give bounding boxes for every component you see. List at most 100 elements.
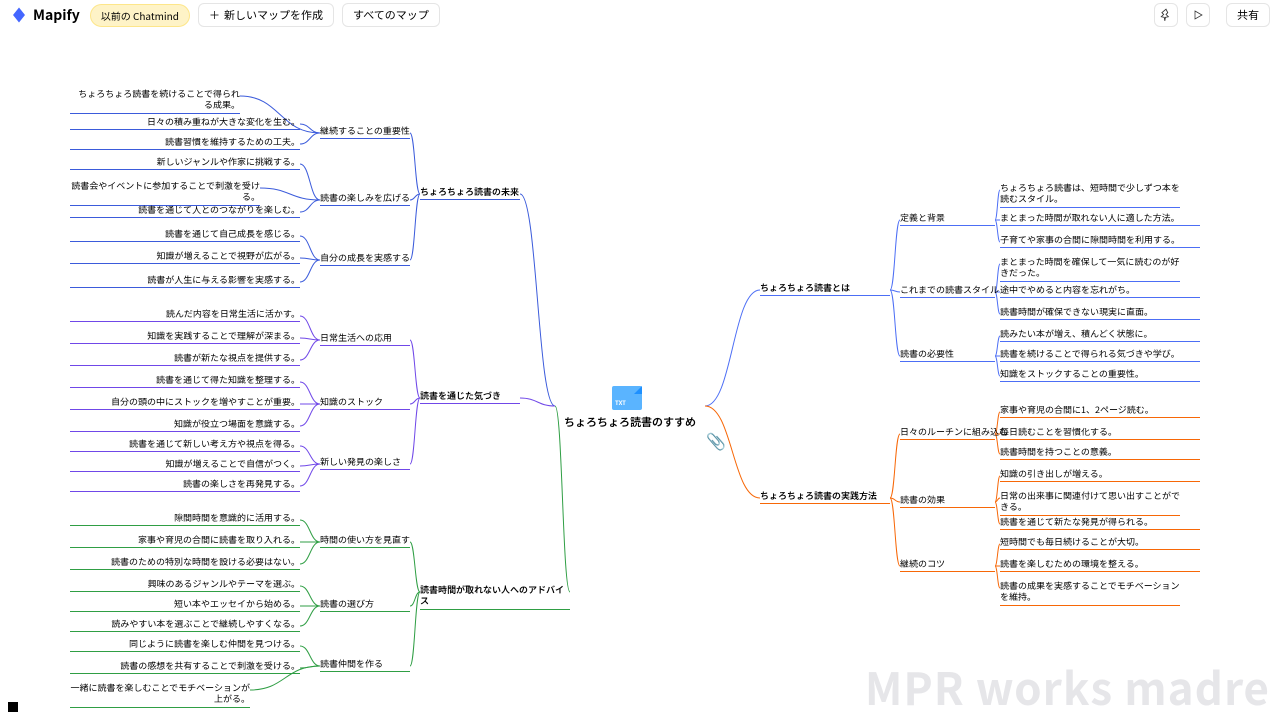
node-label: 子育てや家事の合間に隙間時間を利用する。 [1000,233,1180,246]
node-label: 読書の効果 [900,493,945,506]
mindmap-node[interactable]: 読書の楽しさを再発見する。 [70,478,300,492]
mindmap-node[interactable]: 知識を実践することで理解が深まる。 [70,330,300,344]
node-label: 読書時間を持つことの意義。 [1000,445,1117,458]
mindmap-node[interactable]: 読書の成果を実感することでモチベーションを維持。 [1000,580,1180,606]
mindmap-node[interactable]: 一緒に読書を楽しむことでモチベーションが上がる。 [70,682,250,708]
mindmap-node[interactable]: 読書時間が取れない人へのアドバイス [420,584,570,610]
mindmap-node[interactable]: これまでの読書スタイル [900,284,995,298]
mindmap-node[interactable]: ちょろちょろ読書の未来 [420,186,520,200]
node-label: 読書が人生に与える影響を実感する。 [147,273,300,286]
mindmap-node[interactable]: 知識の引き出しが増える。 [1000,468,1200,482]
mindmap-node[interactable]: まとまった時間が取れない人に適した方法。 [1000,212,1200,226]
mindmap-node[interactable]: 家事や育児の合間に1、2ページ読む。 [1000,404,1200,418]
mindmap-node[interactable]: 読書が人生に与える影響を実感する。 [70,274,300,288]
mindmap-node[interactable]: 日々の積み重ねが大きな変化を生む。 [70,116,300,130]
mindmap-node[interactable]: 読書を通じて自己成長を感じる。 [70,228,300,242]
mindmap-node[interactable]: 読書時間を持つことの意義。 [1000,446,1200,460]
mindmap-node[interactable]: ちょろちょろ読書の実践方法 [760,490,890,504]
mindmap-node[interactable]: ちょろちょろ読書を続けることで得られる成果。 [70,88,240,114]
mindmap-node[interactable]: 知識が増えることで視野が広がる。 [70,250,300,264]
mindmap-node[interactable]: 新しい発見の楽しさ [320,456,410,470]
node-label: 時間の使い方を見直す [320,533,410,546]
node-label: 知識を実践することで理解が深まる。 [147,329,300,342]
mindmap-node[interactable]: 日常生活への応用 [320,332,410,346]
share-button[interactable]: 共有 [1226,3,1270,27]
node-label: 継続することの重要性 [320,124,410,137]
mindmap-node[interactable]: 短い本やエッセイから始める。 [70,598,300,612]
node-label: 知識のストック [320,395,383,408]
mindmap-node[interactable]: ちょろちょろ読書は、短時間で少しずつ本を読むスタイル。 [1000,182,1180,208]
mindmap-node[interactable]: 読書の効果 [900,494,995,508]
mindmap-node[interactable]: 読書のための特別な時間を設ける必要はない。 [70,556,300,570]
mindmap-node[interactable]: ちょろちょろ読書とは [760,282,890,296]
node-label: 同じように読書を楽しむ仲間を見つける。 [129,637,300,650]
mindmap-node[interactable]: 読書時間が確保できない現実に直面。 [1000,306,1200,320]
mindmap-node[interactable]: 読書の選び方 [320,598,410,612]
mindmap-node[interactable]: 知識が役立つ場面を意識する。 [70,418,300,432]
logo-icon [10,6,28,24]
mindmap-node[interactable]: 自分の成長を実感する [320,252,410,266]
mindmap-node[interactable]: 読書を通じて人とのつながりを楽しむ。 [70,204,300,218]
mindmap-node[interactable]: 途中でやめると内容を忘れがち。 [1000,284,1200,298]
mindmap-node[interactable]: 新しいジャンルや作家に挑戦する。 [70,156,300,170]
mindmap-node[interactable]: 知識をストックすることの重要性。 [1000,368,1200,382]
play-icon[interactable] [1186,3,1210,27]
node-label: 読書の必要性 [900,347,954,360]
mindmap-node[interactable]: 興味のあるジャンルやテーマを選ぶ。 [70,578,300,592]
mindmap-node[interactable]: まとまった時間を確保して一気に読むのが好きだった。 [1000,256,1180,282]
node-label: 家事や育児の合間に1、2ページ読む。 [1000,403,1154,416]
mindmap-node[interactable]: 継続することの重要性 [320,125,410,139]
pin-icon[interactable] [1154,3,1178,27]
mindmap-node[interactable]: 毎日読むことを習慣化する。 [1000,426,1200,440]
mindmap-node[interactable]: 読書を続けることで得られる気づきや学び。 [1000,348,1200,362]
mindmap-node[interactable]: 読書会やイベントに参加することで刺激を受ける。 [70,180,260,206]
new-map-button[interactable]: ＋ 新しいマップを作成 [198,3,334,27]
mindmap-node[interactable]: 家事や育児の合間に読書を取り入れる。 [70,534,300,548]
mindmap-node[interactable]: 継続のコツ [900,558,995,572]
mindmap-node[interactable]: 知識のストック [320,396,410,410]
mindmap-node[interactable]: 子育てや家事の合間に隙間時間を利用する。 [1000,234,1200,248]
node-label: 日々の積み重ねが大きな変化を生む。 [147,115,300,128]
node-label: 新しい発見の楽しさ [320,455,401,468]
prev-chatmind-chip[interactable]: 以前の Chatmind [90,4,190,27]
plus-icon: ＋ [209,7,220,23]
mindmap-node[interactable]: 定義と背景 [900,212,995,226]
mindmap-node[interactable]: 自分の頭の中にストックを増やすことが重要。 [70,396,300,410]
mindmap-node[interactable]: 読書の必要性 [900,348,995,362]
mindmap-node[interactable]: 読書仲間を作る [320,658,410,672]
mindmap-node[interactable]: 読みやすい本を選ぶことで継続しやすくなる。 [70,618,300,632]
attachment-icon[interactable]: 📎 [706,428,726,452]
mindmap-node[interactable]: 読書を通じて新しい考え方や視点を得る。 [70,438,300,452]
mindmap-node[interactable]: 読書を通じて新たな発見が得られる。 [1000,516,1200,530]
all-maps-button[interactable]: すべてのマップ [342,3,440,27]
mindmap-node[interactable]: 日々のルーチンに組み込む [900,426,995,440]
mindmap-node[interactable]: 日常の出来事に関連付けて思い出すことができる。 [1000,490,1180,516]
mindmap-node[interactable]: 読書が新たな視点を提供する。 [70,352,300,366]
mindmap-node[interactable]: 読書を楽しむための環境を整える。 [1000,558,1200,572]
node-label: 読書会やイベントに参加することで刺激を受ける。 [71,179,260,203]
root-node[interactable]: ちょろちょろ読書のすすめ [560,414,700,430]
mindmap-node[interactable]: 知識が増えることで自信がつく。 [70,458,300,472]
mindmap-node[interactable]: 読みたい本が増え、積んどく状態に。 [1000,328,1200,342]
logo[interactable]: Mapify [10,5,80,25]
mindmap-node[interactable]: 読書を通じた気づき [420,390,520,404]
mindmap-node[interactable]: 読んだ内容を日常生活に活かす。 [70,308,300,322]
node-label: まとまった時間を確保して一気に読むのが好きだった。 [1000,255,1179,279]
node-label: これまでの読書スタイル [900,283,999,296]
node-label: 自分の成長を実感する [320,251,410,264]
mindmap-node[interactable]: 時間の使い方を見直す [320,534,410,548]
mindmap-node[interactable]: 読書の感想を共有することで刺激を受ける。 [70,660,300,674]
node-label: 新しいジャンルや作家に挑戦する。 [156,155,300,168]
node-label: 読書を続けることで得られる気づきや学び。 [1000,347,1180,360]
mindmap-node[interactable]: 読書を通じて得た知識を整理する。 [70,374,300,388]
new-map-label: 新しいマップを作成 [224,7,323,23]
mindmap-node[interactable]: 隙間時間を意識的に活用する。 [70,512,300,526]
mindmap-node[interactable]: 同じように読書を楽しむ仲間を見つける。 [70,638,300,652]
mindmap-node[interactable]: 読書習慣を維持するための工夫。 [70,136,300,150]
corner-marker [8,702,18,712]
mindmap-node[interactable]: 短時間でも毎日続けることが大切。 [1000,536,1200,550]
mindmap-node[interactable]: 読書の楽しみを広げる [320,192,410,206]
node-label: 読書の選び方 [320,597,374,610]
node-label: ちょろちょろ読書を続けることで得られる成果。 [78,87,240,111]
mindmap-canvas[interactable]: TXT ちょろちょろ読書のすすめ 📎 MPR works madre ちょろちょ… [0,30,1280,720]
